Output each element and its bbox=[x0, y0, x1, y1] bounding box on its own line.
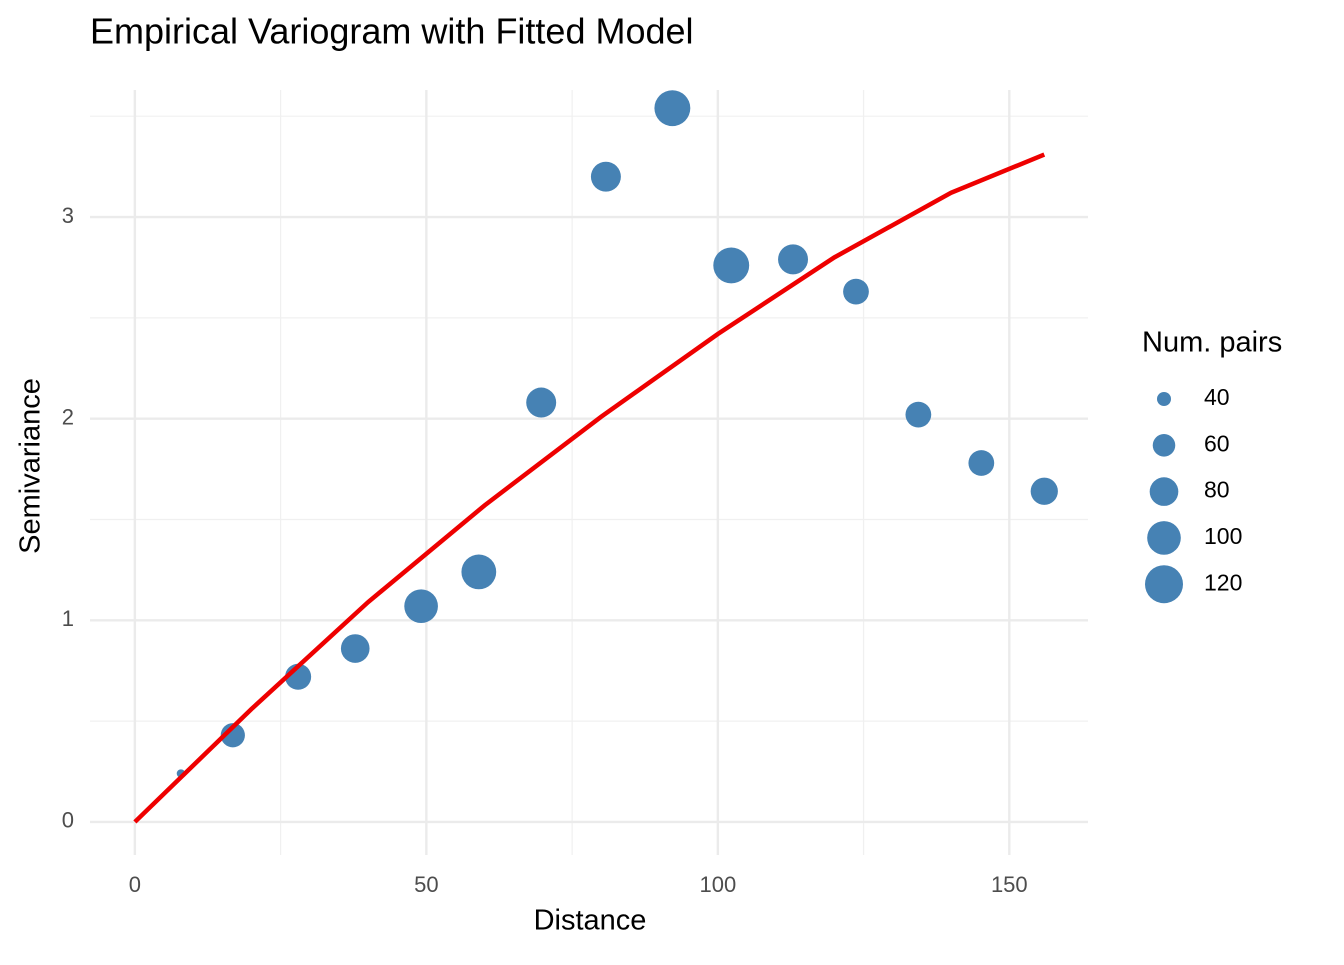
legend-key bbox=[1147, 521, 1181, 555]
point bbox=[590, 161, 621, 192]
legend-label: 120 bbox=[1204, 569, 1242, 595]
x-tick-label: 50 bbox=[414, 872, 438, 897]
legend-key bbox=[1152, 434, 1176, 457]
legend-key bbox=[1157, 392, 1171, 406]
point bbox=[654, 90, 691, 127]
y-tick-label: 1 bbox=[62, 606, 74, 631]
point bbox=[905, 401, 932, 428]
y-tick-label: 2 bbox=[62, 404, 74, 429]
legend-label: 100 bbox=[1204, 523, 1242, 549]
point bbox=[526, 387, 557, 418]
legend-label: 80 bbox=[1204, 477, 1230, 503]
x-axis-title: Distance bbox=[534, 905, 647, 937]
point bbox=[220, 723, 245, 748]
legend-label: 40 bbox=[1204, 384, 1230, 410]
legend-key bbox=[1149, 477, 1179, 506]
point bbox=[340, 634, 370, 663]
fit-line bbox=[133, 152, 1046, 824]
y-tick-label: 3 bbox=[62, 203, 74, 228]
y-tick-label: 0 bbox=[62, 808, 74, 833]
legend-label: 60 bbox=[1204, 430, 1230, 456]
x-tick-label: 150 bbox=[991, 872, 1028, 897]
point bbox=[843, 278, 869, 305]
chart-title: Empirical Variogram with Fitted Model bbox=[90, 11, 694, 52]
point bbox=[778, 244, 809, 275]
y-axis-title: Semivariance bbox=[15, 378, 47, 554]
legend-title: Num. pairs bbox=[1142, 327, 1282, 359]
x-tick-label: 100 bbox=[699, 872, 736, 897]
legend-key bbox=[1145, 565, 1183, 604]
point bbox=[968, 450, 995, 476]
point bbox=[404, 589, 438, 624]
point bbox=[461, 554, 497, 590]
point bbox=[1030, 477, 1058, 505]
x-tick-label: 0 bbox=[129, 872, 141, 897]
point bbox=[713, 247, 750, 284]
